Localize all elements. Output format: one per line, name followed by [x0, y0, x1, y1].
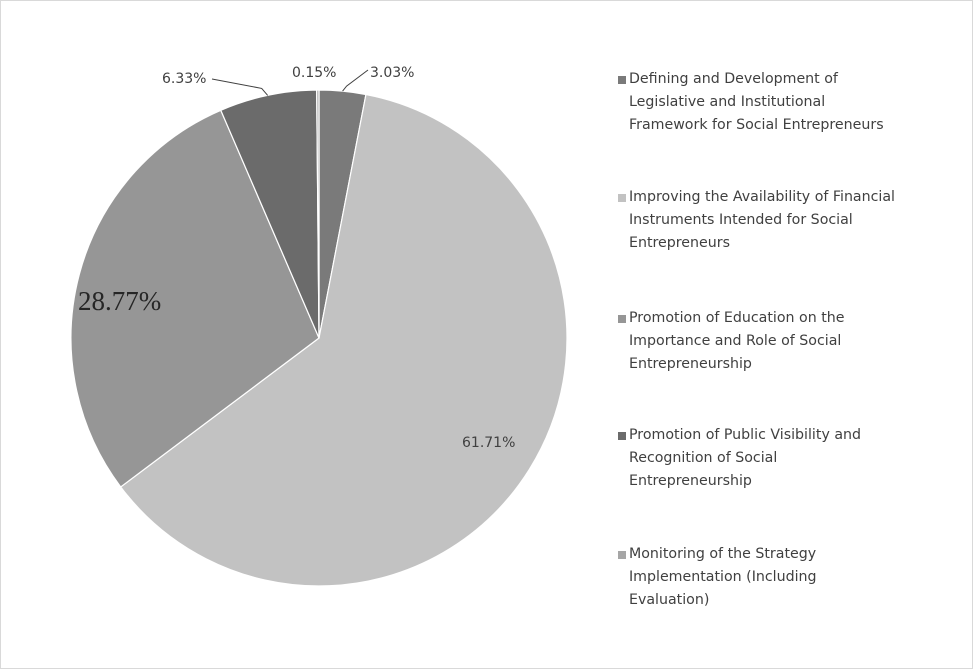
data-label: 0.15% — [292, 65, 336, 81]
legend: Defining and Development of Legislative … — [618, 68, 968, 608]
legend-swatch — [618, 194, 626, 202]
legend-item: Improving the Availability of Financial … — [618, 186, 969, 255]
pie-slice — [316, 89, 320, 339]
legend-item: Promotion of Public Visibility and Recog… — [618, 424, 969, 493]
leader-line — [211, 78, 269, 96]
legend-swatch — [618, 551, 626, 559]
legend-label: Promotion of Public Visibility and Recog… — [629, 427, 862, 489]
data-label: 6.33% — [162, 71, 206, 87]
legend-label: Defining and Development of Legislative … — [629, 71, 884, 133]
legend-item: Promotion of Education on the Importance… — [618, 307, 969, 376]
legend-swatch — [618, 432, 626, 440]
data-label: 3.03% — [370, 65, 414, 81]
pie-slice — [119, 93, 568, 587]
data-label: 28.77% — [78, 286, 161, 316]
pie-slice — [70, 109, 320, 488]
legend-item: Monitoring of the Strategy Implementatio… — [618, 543, 969, 612]
legend-swatch — [618, 76, 626, 84]
legend-label: Promotion of Education on the Importance… — [629, 310, 845, 372]
leader-line — [342, 69, 369, 92]
legend-item: Defining and Development of Legislative … — [618, 68, 968, 137]
data-label: 61.71% — [462, 435, 515, 451]
legend-swatch — [618, 315, 626, 323]
legend-label: Improving the Availability of Financial … — [629, 189, 895, 251]
legend-label: Monitoring of the Strategy Implementatio… — [629, 546, 817, 608]
